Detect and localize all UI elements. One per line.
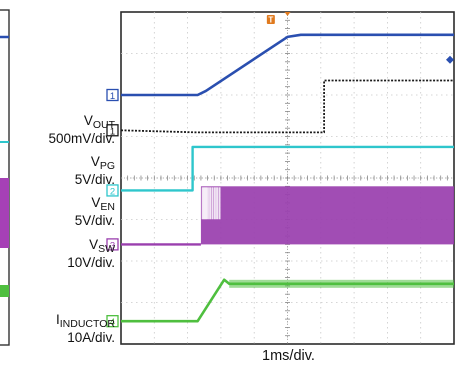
vpg-label: VPG 5V/div. — [75, 155, 115, 187]
channel-marker-vpg: 1 — [106, 124, 119, 137]
trace-vsw-switching-band — [200, 186, 454, 245]
channel-marker-number: 2 — [110, 186, 115, 197]
vsw-scale: 10V/div. — [67, 255, 115, 270]
vpg-scale: 5V/div. — [74, 172, 115, 187]
channel-marker-number: 3 — [110, 240, 115, 251]
trace-iinductor-ripple — [229, 279, 454, 288]
traces — [120, 33, 454, 323]
vsw-name: VSW — [89, 237, 115, 256]
trace-ven — [121, 145, 454, 192]
trace-vsw-startup-pulses — [201, 187, 221, 220]
switching-gap — [209, 187, 212, 220]
switching-gap — [208, 187, 210, 220]
iinductor-label: IINDUCTOR 10A/div. — [56, 313, 115, 345]
vout-label: VOUT 500mV/div. — [48, 114, 115, 146]
trace-vpg — [120, 79, 454, 134]
channel-marker-number: 1 — [110, 91, 115, 102]
switching-gap — [204, 187, 206, 220]
switching-gap — [202, 187, 205, 220]
markers: 1 1 2 3 4 T — [106, 12, 454, 328]
switching-gap — [211, 187, 214, 220]
trigger-marker-symbol: T — [268, 16, 273, 25]
switching-gap — [213, 187, 216, 220]
vpg-name: VPG — [90, 154, 115, 173]
switching-gap — [205, 187, 207, 220]
trace-vout — [121, 33, 454, 97]
right-edge-marker — [446, 55, 454, 64]
ven-name: VEN — [91, 195, 115, 214]
switching-gap — [206, 187, 209, 220]
vout-scale: 500mV/div. — [48, 131, 115, 146]
grid — [121, 12, 454, 344]
iinductor-scale: 10A/div. — [67, 330, 115, 345]
switching-gap — [216, 187, 219, 220]
switching-gap — [218, 187, 221, 220]
iinductor-name: IINDUCTOR — [56, 312, 115, 331]
channel-marker-iinductor: 4 — [106, 315, 119, 328]
switching-gap — [215, 187, 217, 220]
ven-label: VEN 5V/div. — [75, 196, 115, 228]
ven-scale: 5V/div. — [74, 213, 115, 228]
channel-marker-vout: 1 — [106, 88, 119, 102]
trigger-marker: T — [266, 15, 275, 25]
channel-marker-number: 4 — [110, 317, 115, 328]
adjacent-panel-strip — [0, 9, 10, 346]
switching-gap — [201, 187, 204, 220]
vsw-label: VSW 10V/div. — [67, 238, 115, 270]
time-position-marker — [284, 12, 291, 16]
channel-marker-ven: 2 — [106, 184, 119, 197]
channel-marker-vsw: 3 — [106, 238, 119, 251]
x-axis-label: 1ms/div. — [262, 348, 315, 364]
vout-name: VOUT — [83, 113, 115, 132]
channel-marker-number: 1 — [110, 126, 115, 137]
